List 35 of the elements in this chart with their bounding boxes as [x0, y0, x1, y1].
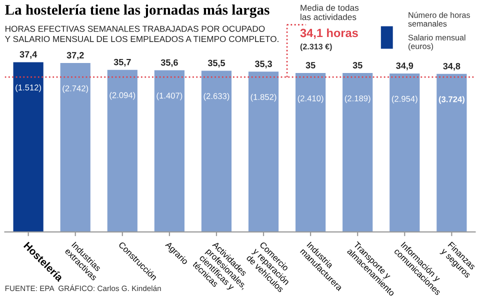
annotation: (1.407) [156, 92, 182, 100]
bar [60, 63, 90, 232]
data-label: 35 [306, 62, 316, 68]
bar [436, 74, 467, 232]
annotation: (1.852) [250, 94, 276, 102]
bar [154, 70, 184, 232]
data-label: 37,4 [20, 51, 38, 59]
chart-title: La hostelería tiene las jornadas más largas [5, 4, 270, 18]
data-label: 35 [352, 62, 362, 68]
data-label: 35,7 [114, 58, 131, 67]
annotation: (2.954) [392, 96, 418, 104]
data-label: 34,9 [396, 62, 414, 70]
data-label: 35,6 [160, 59, 178, 68]
bar [13, 62, 44, 232]
data-label: 37,2 [66, 52, 84, 60]
annotation: (2.742) [62, 85, 88, 93]
bar [248, 72, 279, 232]
annotation: (2.410) [298, 95, 324, 103]
bar [390, 73, 420, 232]
annotation: (1.512) [16, 84, 42, 92]
annotation: (2.189) [344, 95, 370, 103]
annotation: (2.633) [204, 92, 230, 101]
bar [201, 70, 232, 232]
data-label: 35,5 [208, 60, 226, 68]
text: Salario mensual (euros) [408, 34, 466, 51]
chart-subtitle: HORAS EFECTIVAS SEMANALES TRABAJADAS POR OCUPADO Y SALARIO MENSUAL DE LOS EMPLEADOS A TIEMPO COMPLETO. [4, 26, 278, 42]
bar [107, 70, 138, 232]
annotation: (3.724) [438, 96, 464, 104]
bar [296, 72, 326, 232]
data-label: 34,8 [443, 62, 460, 71]
text: Número de horas semanales [408, 12, 470, 27]
data-label: 35,3 [254, 60, 272, 68]
bar [342, 72, 373, 232]
ref-line-label: Media de todas las actividades 34,1 horas (2.313 €) [300, 4, 359, 52]
annotation: (2.094) [110, 92, 136, 100]
